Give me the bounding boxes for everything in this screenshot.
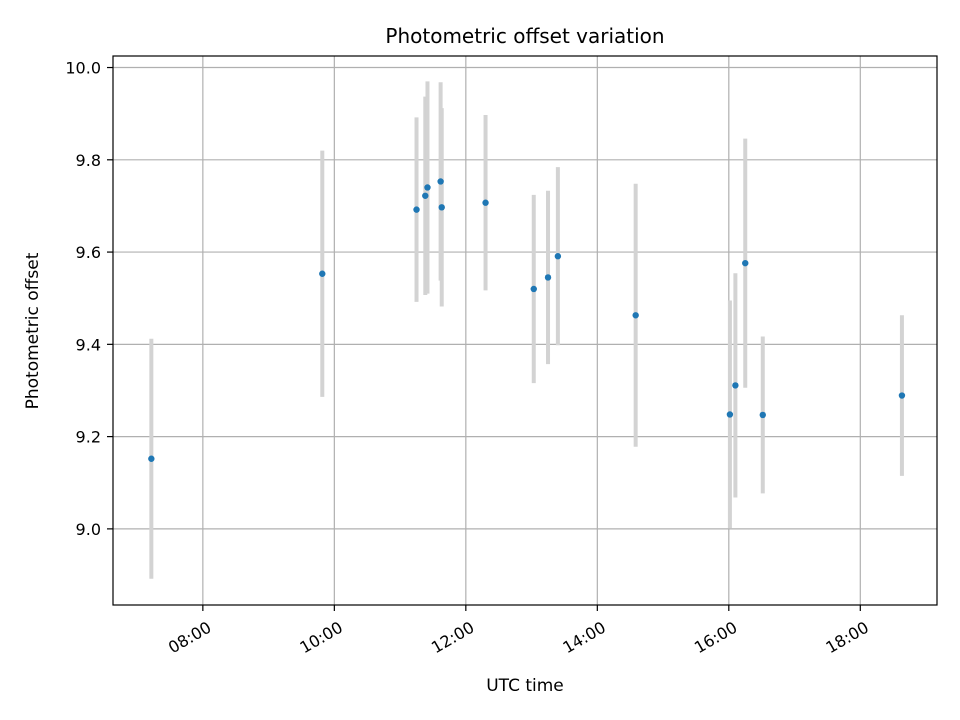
x-tick-label: 10:00 — [297, 618, 346, 658]
data-point — [632, 312, 639, 319]
data-point — [424, 184, 431, 191]
data-point — [530, 285, 537, 293]
x-tick-label: 08:00 — [165, 618, 214, 658]
y-tick-label: 9.0 — [76, 520, 101, 539]
x-tick-label: 18:00 — [822, 618, 871, 658]
data-points — [148, 178, 906, 462]
data-point — [148, 455, 155, 462]
data-point — [544, 274, 552, 281]
data-point — [732, 382, 739, 389]
data-point — [726, 411, 734, 418]
chart-title: Photometric offset variation — [385, 24, 664, 48]
data-point — [554, 253, 562, 260]
y-tick-label: 9.8 — [76, 151, 101, 170]
y-tick-label: 10.0 — [65, 59, 101, 78]
data-point — [742, 259, 749, 267]
data-point — [413, 206, 420, 213]
x-tick-label: 12:00 — [428, 618, 477, 658]
plot-frame — [112, 55, 938, 606]
data-point — [319, 270, 326, 277]
data-point — [898, 392, 906, 399]
data-point — [438, 204, 445, 211]
x-tick-label: 14:00 — [559, 618, 608, 658]
y-tick-label: 9.4 — [76, 335, 101, 354]
y-axis-title: Photometric offset — [23, 252, 43, 409]
x-axis-title: UTC time — [486, 676, 564, 696]
x-tick-label: 16:00 — [691, 618, 740, 658]
data-point — [422, 192, 429, 199]
data-point — [482, 199, 489, 206]
y-axis-ticks: 9.0 9.2 9.4 9.6 9.8 10.0 — [65, 59, 113, 539]
error-bars — [149, 81, 904, 579]
data-point — [759, 411, 766, 419]
x-axis-ticks: 08:00 10:00 12:00 14:00 16:00 18:00 — [165, 605, 872, 657]
y-tick-label: 9.2 — [76, 428, 101, 447]
data-point — [437, 178, 444, 185]
y-tick-label: 9.6 — [76, 243, 101, 262]
grid-lines — [113, 56, 937, 605]
